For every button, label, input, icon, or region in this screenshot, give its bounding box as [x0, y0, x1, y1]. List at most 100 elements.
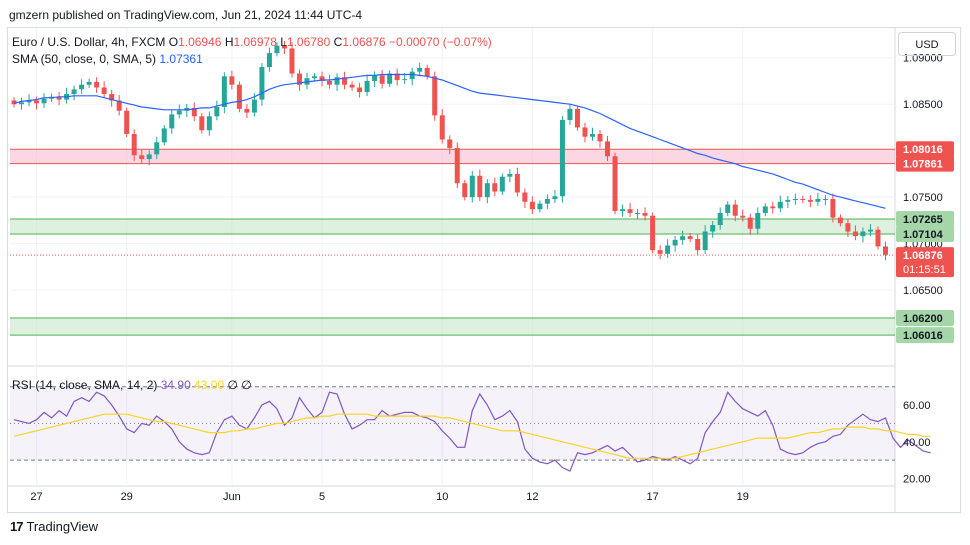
zone-price-label: 1.07104: [903, 229, 944, 241]
time-tick-label: 17: [646, 491, 658, 503]
candle-down: [837, 217, 843, 224]
rsi-value: 34.90: [160, 378, 191, 392]
candle-up: [251, 99, 257, 113]
candle-up: [214, 106, 220, 117]
candle-down: [522, 192, 528, 202]
candle-down: [875, 229, 881, 247]
open-value: 1.06946: [178, 35, 222, 49]
candle-down: [101, 87, 107, 94]
close-label: C: [333, 35, 343, 49]
candle-down: [529, 201, 535, 210]
candle-down: [492, 183, 498, 192]
candle-up: [161, 128, 167, 143]
sma-label: SMA (50, close, 0, SMA, 5): [12, 52, 157, 66]
time-tick-label: 29: [121, 491, 133, 503]
candle-down: [695, 238, 701, 251]
rsi-legend: RSI (14, close, SMA, 14, 2) 34.90 43.00 …: [12, 378, 252, 392]
zone-price-tag: [896, 225, 954, 242]
candle-down: [845, 223, 851, 232]
candle-up: [221, 76, 227, 107]
candle-up: [544, 199, 550, 204]
last-price-tag: [896, 247, 954, 278]
candle-up: [206, 116, 212, 131]
footer-brand[interactable]: 17 TradingView: [10, 519, 98, 534]
candle-up: [402, 79, 408, 81]
candle-up: [146, 154, 152, 160]
time-tick-label: 27: [30, 491, 42, 503]
last-price-label: 1.06876: [903, 250, 943, 262]
rsi-label: RSI (14, close, SMA, 14, 2): [12, 378, 158, 392]
zone-price-tag: [896, 210, 954, 227]
close-value: 1.06876: [342, 35, 386, 49]
candle-down: [740, 215, 746, 218]
candle-up: [620, 209, 626, 212]
candle-down: [394, 73, 400, 81]
candle-down: [116, 100, 122, 111]
zone-price-label: 1.07861: [903, 159, 943, 171]
candle-up: [710, 225, 716, 232]
candle-up: [409, 71, 415, 80]
rsi-band-fill: [10, 386, 895, 461]
candle-up: [19, 102, 25, 105]
tradingview-logo-icon: 17: [10, 519, 24, 534]
rsi-line: [13, 391, 931, 472]
candle-down: [454, 147, 460, 184]
candle-down: [830, 199, 836, 218]
candle-down: [11, 100, 17, 105]
candle-down: [424, 67, 430, 77]
zone-price-label: 1.07265: [903, 214, 943, 226]
candle-up: [867, 229, 873, 232]
sma-line: [13, 73, 886, 209]
candle-up: [559, 120, 565, 197]
candle-down: [582, 127, 588, 137]
candle-up: [860, 231, 866, 237]
candle-up: [499, 176, 505, 192]
time-tick-label: 10: [436, 491, 448, 503]
candle-down: [447, 139, 453, 148]
candle-up: [154, 142, 160, 155]
zone-support: [10, 218, 895, 234]
candle-up: [469, 175, 475, 198]
candle-up: [169, 114, 175, 129]
candle-down: [56, 96, 62, 100]
candle-down: [296, 73, 302, 85]
candle-up: [762, 206, 768, 213]
candle-up: [86, 81, 92, 85]
currency-button[interactable]: USD: [898, 32, 956, 56]
candle-down: [229, 76, 235, 85]
zone-price-label: 1.06200: [903, 313, 943, 325]
candle-up: [792, 199, 798, 201]
candle-down: [807, 199, 813, 202]
candle-up: [334, 77, 340, 85]
candle-up: [259, 67, 265, 100]
zone-price-tag: [896, 141, 954, 158]
candle-down: [109, 93, 115, 101]
time-tick-label: 19: [737, 491, 749, 503]
candle-down: [124, 110, 130, 134]
countdown-label: 01:15:51: [903, 264, 946, 276]
candle-up: [387, 73, 393, 84]
zone-price-label: 1.06016: [903, 330, 943, 342]
candle-up: [507, 173, 513, 177]
candle-up: [680, 236, 686, 240]
candle-up: [364, 80, 370, 93]
rsi-extra: ∅ ∅: [227, 378, 252, 392]
candle-down: [627, 209, 633, 213]
low-value: 1.06780: [286, 35, 331, 49]
chart-frame: [7, 27, 961, 513]
candle-up: [372, 75, 378, 81]
candle-up: [417, 67, 423, 72]
zone-resistance: [10, 149, 895, 164]
footer-brand-label: TradingView: [26, 519, 99, 534]
candle-down: [612, 156, 618, 212]
rsi-tick-label: 20.00: [903, 473, 931, 485]
symbol-title: Euro / U.S. Dollar, 4h, FXCM: [12, 35, 166, 49]
candle-down: [800, 199, 806, 201]
time-tick-label: Jun: [223, 491, 241, 503]
candle-up: [717, 212, 723, 226]
candle-down: [199, 116, 205, 131]
change-value: −0.00070 (−0.07%): [389, 35, 492, 49]
publish-line: gmzern published on TradingView.com, Jun…: [9, 8, 363, 22]
candle-down: [281, 45, 287, 49]
